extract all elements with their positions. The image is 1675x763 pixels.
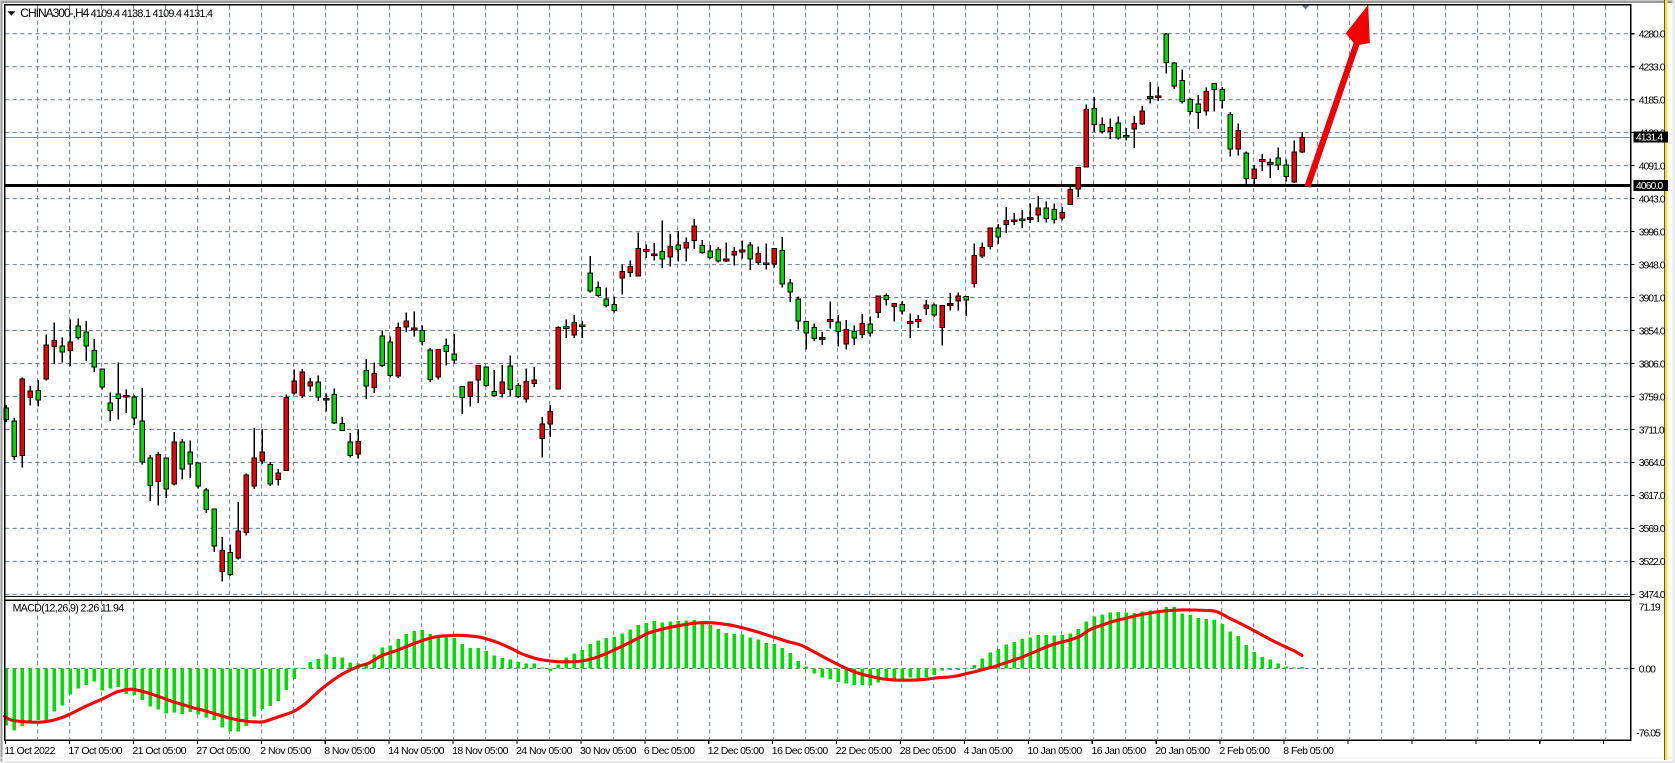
- svg-text:2 Nov 05:00: 2 Nov 05:00: [260, 745, 311, 757]
- svg-text:8 Feb 05:00: 8 Feb 05:00: [1283, 745, 1334, 757]
- svg-text:3901.0: 3901.0: [1639, 293, 1666, 304]
- svg-text:6 Dec 05:00: 6 Dec 05:00: [644, 745, 695, 757]
- svg-text:4109.4 4138.1 4109.4 4131.4: 4109.4 4138.1 4109.4 4131.4: [91, 8, 213, 20]
- svg-text:8 Nov 05:00: 8 Nov 05:00: [324, 745, 375, 757]
- svg-text:4185.0: 4185.0: [1639, 96, 1666, 107]
- svg-text:3996.0: 3996.0: [1639, 227, 1666, 238]
- svg-text:30 Nov 05:00: 30 Nov 05:00: [580, 745, 637, 757]
- svg-text:4131.4: 4131.4: [1636, 133, 1663, 144]
- svg-text:-76.05: -76.05: [1636, 729, 1661, 740]
- svg-text:10 Jan 05:00: 10 Jan 05:00: [1028, 745, 1083, 757]
- svg-text:3759.0: 3759.0: [1639, 392, 1666, 403]
- svg-text:3569.0: 3569.0: [1639, 524, 1666, 535]
- svg-text:4043.0: 4043.0: [1639, 194, 1666, 205]
- svg-text:4060.0: 4060.0: [1636, 181, 1663, 192]
- svg-text:CHINA300-,H4: CHINA300-,H4: [20, 6, 89, 20]
- svg-text:4 Jan 05:00: 4 Jan 05:00: [964, 745, 1014, 757]
- svg-text:MACD(12,26,9) 2.26 11.94: MACD(12,26,9) 2.26 11.94: [13, 602, 125, 614]
- svg-text:12 Dec 05:00: 12 Dec 05:00: [708, 745, 765, 757]
- svg-text:22 Dec 05:00: 22 Dec 05:00: [836, 745, 893, 757]
- svg-text:20 Jan 05:00: 20 Jan 05:00: [1155, 745, 1210, 757]
- svg-text:4280.0: 4280.0: [1639, 30, 1666, 41]
- svg-text:16 Jan 05:00: 16 Jan 05:00: [1092, 745, 1147, 757]
- svg-text:71.19: 71.19: [1639, 602, 1661, 613]
- svg-text:16 Dec 05:00: 16 Dec 05:00: [772, 745, 829, 757]
- svg-text:24 Nov 05:00: 24 Nov 05:00: [516, 745, 573, 757]
- svg-text:11 Oct 2022: 11 Oct 2022: [5, 745, 56, 757]
- svg-text:3474.0: 3474.0: [1639, 590, 1666, 601]
- svg-text:3617.0: 3617.0: [1639, 491, 1666, 502]
- svg-text:0.00: 0.00: [1639, 664, 1656, 675]
- svg-text:21 Oct 05:00: 21 Oct 05:00: [132, 745, 186, 757]
- svg-text:27 Oct 05:00: 27 Oct 05:00: [196, 745, 250, 757]
- svg-text:4233.0: 4233.0: [1639, 63, 1666, 74]
- svg-text:4091.0: 4091.0: [1639, 161, 1666, 172]
- svg-text:14 Nov 05:00: 14 Nov 05:00: [388, 745, 445, 757]
- svg-text:3711.0: 3711.0: [1639, 425, 1665, 436]
- svg-text:3948.0: 3948.0: [1639, 260, 1666, 271]
- svg-text:3522.0: 3522.0: [1639, 557, 1666, 568]
- svg-text:3854.0: 3854.0: [1639, 326, 1666, 337]
- svg-text:3664.0: 3664.0: [1639, 458, 1666, 469]
- svg-text:28 Dec 05:00: 28 Dec 05:00: [900, 745, 957, 757]
- svg-text:3806.0: 3806.0: [1639, 359, 1666, 370]
- svg-text:17 Oct 05:00: 17 Oct 05:00: [68, 745, 122, 757]
- svg-text:18 Nov 05:00: 18 Nov 05:00: [452, 745, 509, 757]
- svg-text:2 Feb 05:00: 2 Feb 05:00: [1219, 745, 1270, 757]
